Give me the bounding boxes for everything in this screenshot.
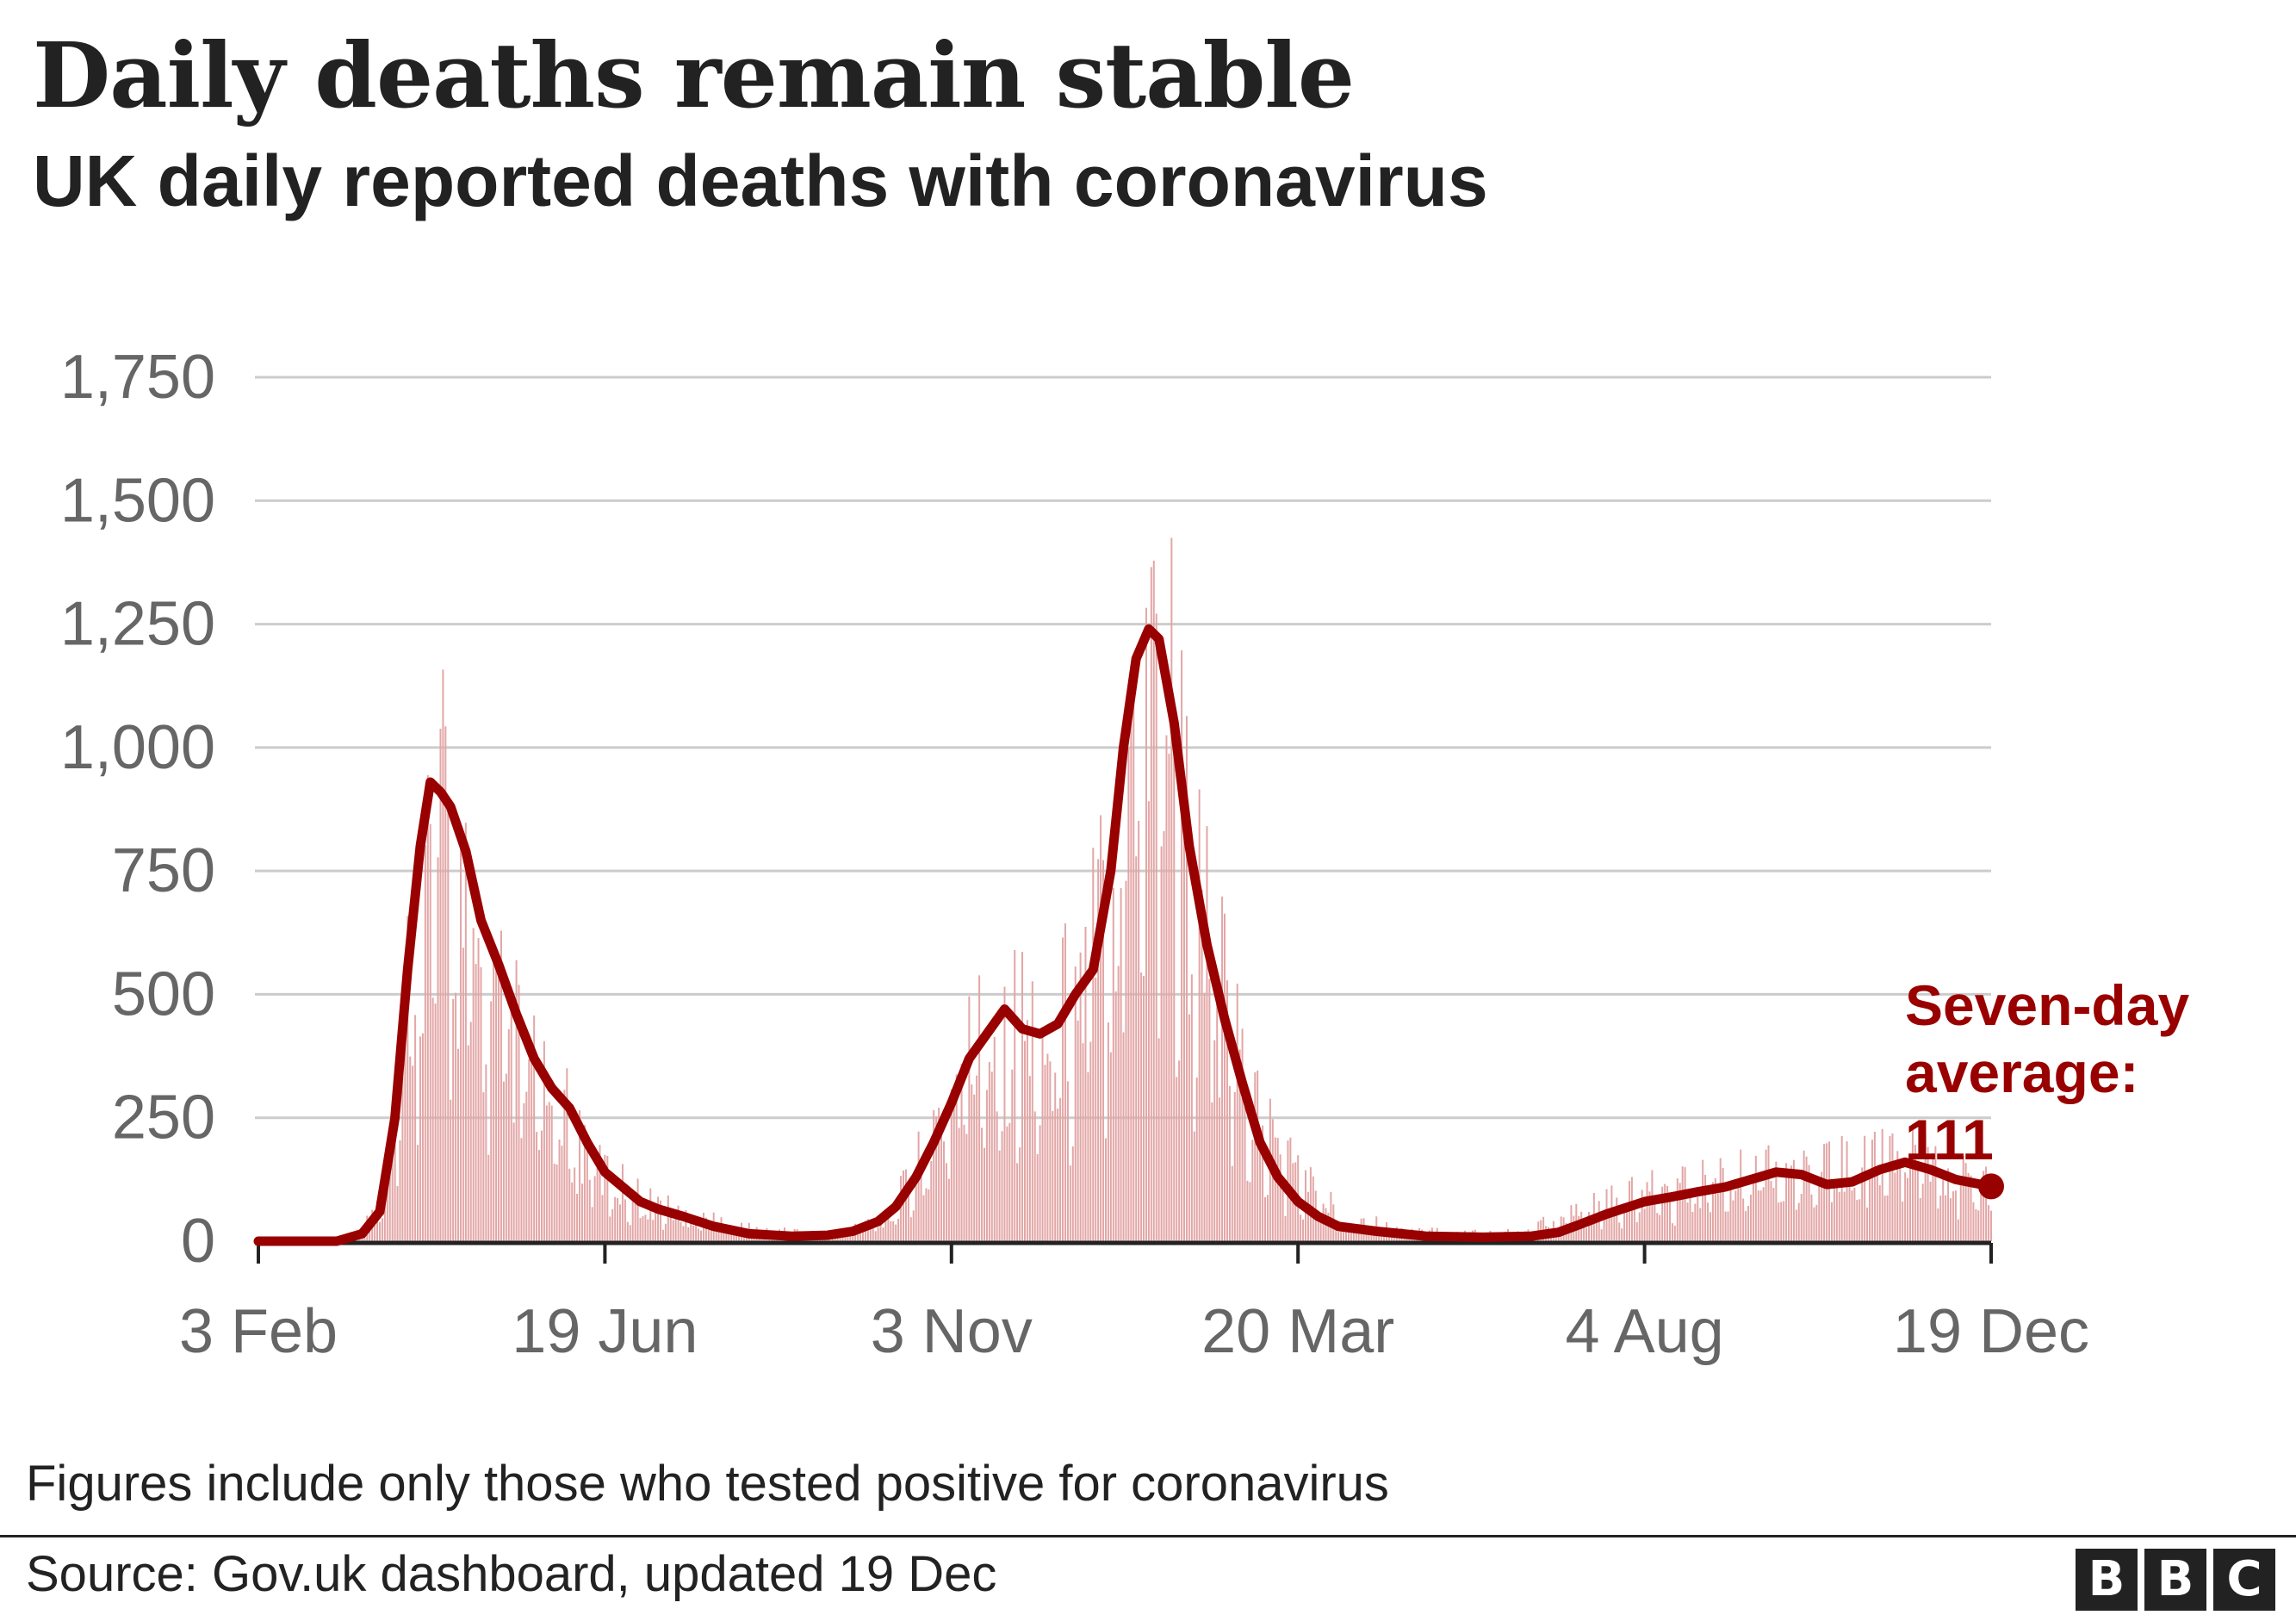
- annotation-label-line: Seven-day: [1905, 973, 2189, 1037]
- x-tick-label: 20 Mar: [1201, 1297, 1394, 1366]
- annotation-label-line: average:: [1905, 1040, 2139, 1104]
- y-tick-label: 1,750: [60, 343, 215, 412]
- annotation-label-line: 111: [1905, 1108, 1994, 1171]
- chart-title: Daily deaths remain stable: [33, 22, 1355, 128]
- seven-day-average-path: [253, 624, 1996, 1246]
- y-tick-label: 1,000: [60, 713, 215, 782]
- footer-rule: [0, 1535, 2296, 1537]
- bbc-logo-b2: B: [2144, 1549, 2206, 1611]
- chart-subtitle: UK daily reported deaths with coronaviru…: [33, 140, 1488, 221]
- y-tick-label: 750: [112, 836, 215, 905]
- x-tick-label: 3 Nov: [871, 1297, 1033, 1366]
- x-tick-label: 3 Feb: [179, 1297, 338, 1366]
- x-axis: [255, 1240, 1993, 1264]
- y-tick-label: 250: [112, 1084, 215, 1152]
- y-tick-label: 500: [112, 960, 215, 1028]
- x-tick-label: 4 Aug: [1566, 1297, 1724, 1366]
- seven-day-average-line: [253, 624, 1996, 1246]
- bbc-logo: B B C: [2076, 1549, 2275, 1611]
- y-tick-label: 1,250: [60, 590, 215, 659]
- y-tick-label: 0: [181, 1207, 215, 1276]
- y-tick-label: 1,500: [60, 466, 215, 535]
- end-point-marker: [1978, 1173, 2004, 1200]
- tick-labels: 0 250 500 750 1,000 1,250 1,500 1,750 3 Feb 19 Ju…: [60, 343, 2089, 1366]
- deaths-line-chart: 0 250 500 750 1,000 1,250 1,500 1,750 3 Feb 19 Ju…: [60, 343, 2190, 1366]
- footnote: Figures include only those who tested po…: [26, 1456, 1389, 1512]
- x-tick-label: 19 Jun: [512, 1297, 698, 1366]
- daily-deaths-bars: [345, 537, 1992, 1241]
- bbc-logo-b1: B: [2076, 1549, 2138, 1611]
- bbc-logo-c: C: [2213, 1549, 2275, 1611]
- x-tick-label: 19 Dec: [1893, 1297, 2089, 1366]
- source-credit: Source: Gov.uk dashboard, updated 19 Dec: [26, 1546, 997, 1602]
